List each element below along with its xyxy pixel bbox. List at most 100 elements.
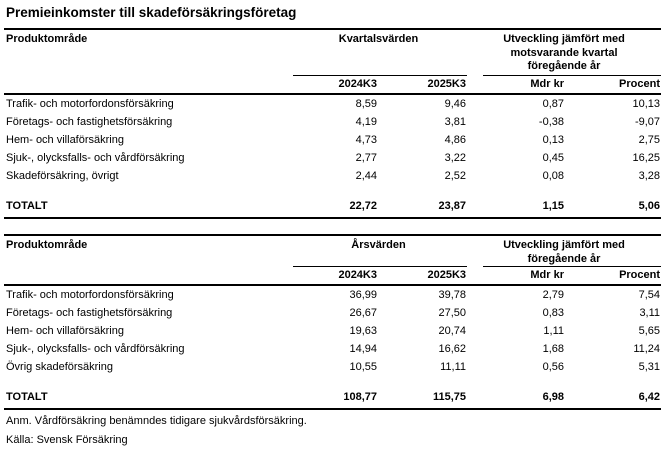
- total-value: 1,15: [467, 185, 565, 219]
- total-value: 23,87: [378, 185, 467, 219]
- cell-value: 2,44: [355, 170, 377, 182]
- table-row: Hem- och villaförsäkring 4,73 4,86 0,13 …: [4, 131, 661, 149]
- total-value: 5,06: [565, 185, 662, 219]
- header-spacer-cell: [4, 76, 290, 95]
- report-page: Premieinkomster till skadeförsäkringsför…: [4, 5, 662, 446]
- annual-values-group-label: Årsvärden: [351, 239, 406, 251]
- product-column-header: Produktområde: [6, 33, 88, 45]
- change-group-label: Utveckling jämfört med föregående år: [503, 239, 625, 265]
- cell-value: 5,31: [638, 361, 661, 373]
- header-spacer-cell: [4, 267, 290, 286]
- row-label: Hem- och villaförsäkring: [6, 134, 124, 146]
- quarterly-values-group-label: Kvartalsvärden: [338, 33, 419, 45]
- col-header-2025k3: 2025K3: [378, 76, 467, 95]
- cell-value: 10,13: [632, 98, 661, 110]
- total-label: TOTALT: [4, 185, 290, 219]
- group-header-row: Produktområde Årsvärden Utveckling jämfö…: [4, 235, 662, 267]
- cell-value: 3,22: [444, 152, 466, 164]
- cell-value: 0,08: [542, 170, 564, 182]
- total-row: TOTALT 22,72 23,87 1,15 5,06: [4, 185, 662, 219]
- cell-value: 3,81: [444, 116, 466, 128]
- footnote: Anm. Vårdförsäkring benämndes tidigare s…: [6, 415, 307, 427]
- row-label: Hem- och villaförsäkring: [6, 325, 124, 337]
- cell-value: 0,13: [542, 134, 564, 146]
- row-label: Sjuk-, olycksfalls- och vårdförsäkring: [6, 343, 185, 355]
- column-header-row: 2024K3 2025K3 Mdr kr Procent: [4, 76, 662, 95]
- row-label: Trafik- och motorfordonsförsäkring: [6, 98, 174, 110]
- total-row: TOTALT 108,77 115,75 6,98 6,42: [4, 376, 662, 410]
- cell-value: -0,38: [538, 116, 564, 128]
- cell-value: 20,74: [438, 325, 467, 337]
- cell-value: 11,11: [440, 361, 467, 373]
- cell-value: 16,25: [632, 152, 661, 164]
- col-header-mdr-kr: Mdr kr: [467, 267, 566, 286]
- change-group-header: Utveckling jämfört med föregående år: [467, 235, 662, 267]
- cell-value: 4,73: [355, 134, 377, 146]
- total-label: TOTALT: [4, 376, 290, 410]
- quarterly-values-table: Produktområde Kvartalsvärden Utveckling …: [4, 28, 662, 219]
- change-group-label: Utveckling jämfört med motsvarande kvart…: [503, 33, 625, 72]
- cell-value: 2,75: [638, 134, 661, 146]
- cell-value: 10,55: [349, 361, 377, 373]
- cell-value: 0,83: [542, 307, 565, 319]
- col-header-2024k3: 2024K3: [290, 76, 378, 95]
- cell-value: 16,62: [438, 343, 467, 355]
- table-row: Skadeförsäkring, övrigt 2,44 2,52 0,08 3…: [4, 167, 661, 185]
- total-value: 22,72: [290, 185, 378, 219]
- cell-value: 39,78: [438, 289, 467, 301]
- col-header-2025k3: 2025K3: [378, 267, 468, 286]
- page-title: Premieinkomster till skadeförsäkringsför…: [6, 5, 297, 20]
- change-group-header: Utveckling jämfört med motsvarande kvart…: [467, 29, 662, 76]
- cell-value: 27,50: [438, 307, 467, 319]
- annual-values-table: Produktområde Årsvärden Utveckling jämfö…: [4, 234, 662, 410]
- product-column-header: Produktområde: [6, 239, 88, 251]
- source-text: Källa: Svensk Försäkring: [6, 434, 128, 446]
- cell-value: 7,54: [638, 289, 661, 301]
- table-row: Övrig skadeförsäkring 10,55 11,11 0,56 5…: [4, 358, 661, 376]
- table-row: Företags- och fastighetsförsäkring 26,67…: [4, 304, 661, 322]
- total-value: 6,98: [467, 376, 566, 410]
- cell-value: 1,11: [543, 325, 565, 337]
- group-header-row: Produktområde Kvartalsvärden Utveckling …: [4, 29, 662, 76]
- cell-value: 8,59: [355, 98, 377, 110]
- cell-value: 0,45: [542, 152, 564, 164]
- table-row: Sjuk-, olycksfalls- och vårdförsäkring 1…: [4, 340, 661, 358]
- cell-value: 2,52: [444, 170, 466, 182]
- col-header-2024k3: 2024K3: [290, 267, 378, 286]
- table-row: Sjuk-, olycksfalls- och vårdförsäkring 2…: [4, 149, 661, 167]
- row-label: Sjuk-, olycksfalls- och vårdförsäkring: [6, 152, 185, 164]
- cell-value: 14,94: [349, 343, 377, 355]
- col-header-mdr-kr: Mdr kr: [467, 76, 565, 95]
- cell-value: 2,77: [355, 152, 377, 164]
- cell-value: 11,24: [633, 343, 661, 355]
- table-row: Hem- och villaförsäkring 19,63 20,74 1,1…: [4, 322, 661, 340]
- cell-value: 4,19: [355, 116, 377, 128]
- cell-value: 2,79: [542, 289, 565, 301]
- row-label: Trafik- och motorfordonsförsäkring: [6, 289, 174, 301]
- row-label: Företags- och fastighetsförsäkring: [6, 307, 173, 319]
- col-header-procent: Procent: [565, 267, 662, 286]
- total-value: 6,42: [565, 376, 662, 410]
- quarterly-values-group-header: Kvartalsvärden: [290, 29, 467, 76]
- table-row: Trafik- och motorfordonsförsäkring 36,99…: [4, 285, 661, 304]
- total-value: 115,75: [378, 376, 468, 410]
- cell-value: 3,11: [639, 307, 661, 319]
- total-value: 108,77: [290, 376, 378, 410]
- col-header-procent: Procent: [565, 76, 662, 95]
- cell-value: 19,63: [349, 325, 377, 337]
- cell-value: 9,46: [444, 98, 466, 110]
- cell-value: 5,65: [638, 325, 661, 337]
- row-label: Övrig skadeförsäkring: [6, 361, 113, 373]
- cell-value: 3,28: [638, 170, 661, 182]
- cell-value: 4,86: [444, 134, 466, 146]
- column-header-row: 2024K3 2025K3 Mdr kr Procent: [4, 267, 662, 286]
- row-label: Företags- och fastighetsförsäkring: [6, 116, 173, 128]
- cell-value: 1,68: [542, 343, 565, 355]
- table-row: Företags- och fastighetsförsäkring 4,19 …: [4, 113, 661, 131]
- cell-value: 26,67: [349, 307, 377, 319]
- table-row: Trafik- och motorfordonsförsäkring 8,59 …: [4, 94, 661, 113]
- cell-value: -9,07: [634, 116, 661, 128]
- cell-value: 0,87: [542, 98, 564, 110]
- cell-value: 36,99: [349, 289, 377, 301]
- cell-value: 0,56: [542, 361, 565, 373]
